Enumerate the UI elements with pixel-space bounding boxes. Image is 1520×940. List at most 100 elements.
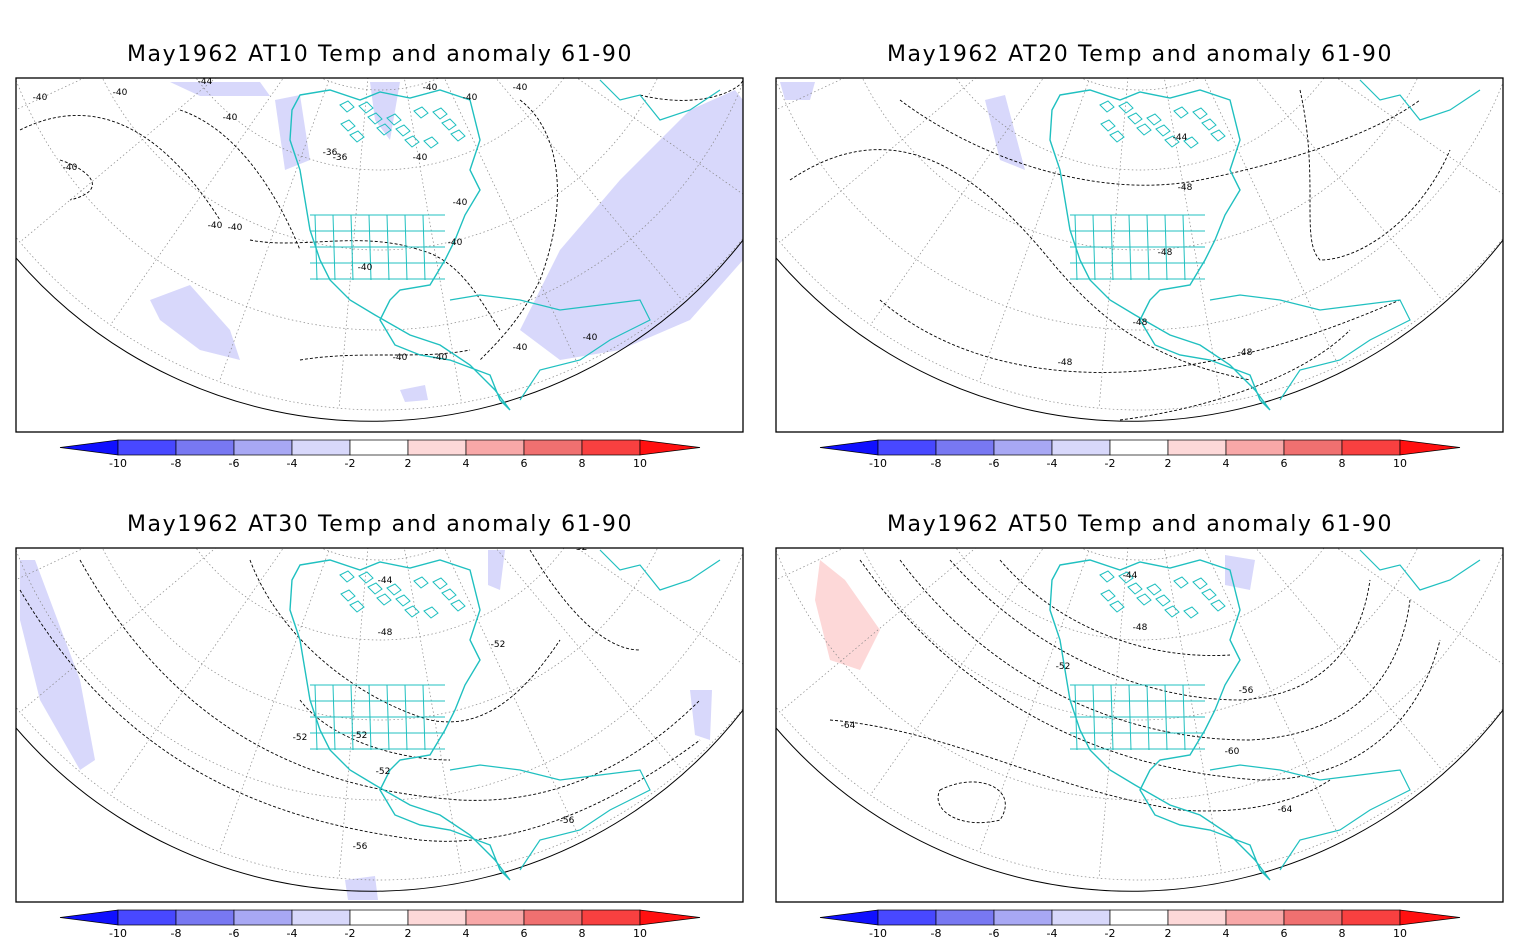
- colorbar-segment: [1283, 439, 1343, 456]
- meridian-line: [779, 78, 977, 243]
- contour-line: [899, 99, 1421, 186]
- map-plot: -44 -48 -48 -48 -48 -48 -10 -8 -6 -4 -2 2 4 6 8 10: [775, 77, 1504, 470]
- contour-label: -40: [113, 88, 128, 98]
- contour-label: -40: [208, 221, 223, 231]
- colorbar-label: 2: [405, 457, 412, 470]
- colorbar-segment: [1051, 439, 1111, 456]
- map-content: -44 -48 -48 -48 -48 -48: [776, 78, 1503, 422]
- island-outline: [450, 129, 466, 142]
- colorbar-label: -10: [109, 927, 127, 940]
- map-plot: -40 -40-40-40-44-40-40-36-40-36 -40-40-40-…: [15, 77, 744, 470]
- colorbar-label: 4: [463, 457, 470, 470]
- island-outline: [1164, 135, 1180, 148]
- island-outline: [413, 576, 429, 589]
- latitude-circle: [16, 706, 743, 881]
- coast-layer: [289, 549, 721, 881]
- contour-label: -52: [491, 640, 506, 650]
- latitude-circle: [195, 78, 565, 171]
- colorbar-label: 10: [633, 927, 647, 940]
- island-outline: [358, 101, 374, 114]
- map-content: -52 -44 -48 -52 -52 -52 -52 -56 -56: [16, 548, 743, 900]
- island-outline: [413, 106, 429, 119]
- coastline: [1359, 79, 1481, 121]
- colorbar-label: 2: [1165, 927, 1172, 940]
- contour-line: [479, 99, 558, 361]
- latitude-circle: [195, 548, 565, 641]
- contour-label: -48: [1133, 318, 1148, 328]
- latitude-circle: [776, 236, 1503, 411]
- contour-label: -40: [513, 83, 528, 93]
- colorbar-segment: [175, 439, 235, 456]
- meridian-line: [338, 548, 369, 879]
- meridian-line: [576, 548, 743, 665]
- colorbar-label: -8: [931, 457, 942, 470]
- map-plot: -52 -44 -48 -52 -52 -52 -52 -56 -56 -10 -8 -6 -4 -2 2 4…: [15, 547, 744, 940]
- meridian-line: [495, 78, 683, 301]
- coastline: [289, 559, 511, 881]
- map-plot: -44 -48 -52 -56 -60 -64 -64 -10 -8 -6 -4 -2 2 4 6 8 10: [775, 470, 1520, 940]
- colorbar-label: 6: [521, 927, 528, 940]
- latitude-circle: [320, 78, 440, 91]
- meridian-line: [1206, 470, 1520, 571]
- colorbar-label: -6: [229, 927, 240, 940]
- map-layer: -44 -48 -52 -56 -60 -64 -64: [776, 470, 1520, 892]
- island-outline: [339, 100, 355, 113]
- island-outline: [1099, 570, 1115, 583]
- meridian-line: [218, 548, 331, 852]
- contour-line: [937, 781, 1006, 824]
- meridian-line: [443, 548, 579, 837]
- meridian-line: [1203, 78, 1339, 367]
- anomaly-shading: [170, 82, 270, 96]
- colorbar-segment: [291, 909, 351, 926]
- island-outline: [1109, 600, 1125, 613]
- meridian-line: [1163, 548, 1222, 873]
- colorbar-label: 10: [1393, 457, 1407, 470]
- anomaly-shading: [1225, 555, 1255, 590]
- graticule: [776, 470, 1520, 892]
- colorbar-label: -8: [931, 927, 942, 940]
- contour-label: -52: [1056, 662, 1071, 672]
- latitude-circle: [16, 78, 743, 331]
- contour-label: -64: [841, 721, 856, 731]
- contour-label: -56: [1239, 686, 1254, 696]
- island-outline: [376, 123, 392, 136]
- island-outline: [1173, 106, 1189, 119]
- colorbar-arrow-right: [639, 439, 701, 456]
- coastline: [1049, 559, 1271, 881]
- island-outline: [450, 599, 466, 612]
- contour-label: -48: [1133, 623, 1148, 633]
- meridian-line: [978, 78, 1091, 382]
- projection-edge: [776, 709, 1503, 892]
- colorbar-label: -4: [287, 457, 298, 470]
- island-outline: [395, 594, 411, 607]
- colorbar-label: 4: [463, 927, 470, 940]
- colorbar-segment: [1341, 439, 1401, 456]
- contour-label: -40: [463, 93, 478, 103]
- meridian-line: [443, 78, 579, 367]
- contour-label: -48: [1238, 348, 1253, 358]
- coast-layer: [1049, 79, 1481, 411]
- island-outline: [340, 589, 356, 602]
- contour-label: -44: [1173, 133, 1188, 143]
- meridian-line: [16, 78, 85, 111]
- anomaly-shading: [275, 95, 310, 170]
- colorbar-segment: [523, 439, 583, 456]
- meridian-line: [19, 548, 217, 713]
- colorbar-label: 10: [633, 457, 647, 470]
- colorbar-label: -2: [345, 457, 356, 470]
- latitude-circle: [320, 548, 440, 561]
- contour-line: [829, 719, 1331, 812]
- island-outline: [404, 605, 420, 618]
- colorbar-segment: [1109, 909, 1169, 926]
- colorbar-label: 8: [1339, 927, 1346, 940]
- island-outline: [1164, 605, 1180, 618]
- latitude-circle: [16, 548, 743, 801]
- contour-line: [19, 114, 221, 221]
- map-frame: [15, 77, 744, 433]
- colorbar-label: 4: [1223, 457, 1230, 470]
- colorbar-arrow-right: [639, 909, 701, 926]
- island-outline: [1173, 576, 1189, 589]
- colorbar: -10 -8 -6 -4 -2 2 4 6 8 10: [59, 909, 701, 940]
- map-frame: [775, 547, 1504, 903]
- contour-label: -36: [323, 148, 338, 158]
